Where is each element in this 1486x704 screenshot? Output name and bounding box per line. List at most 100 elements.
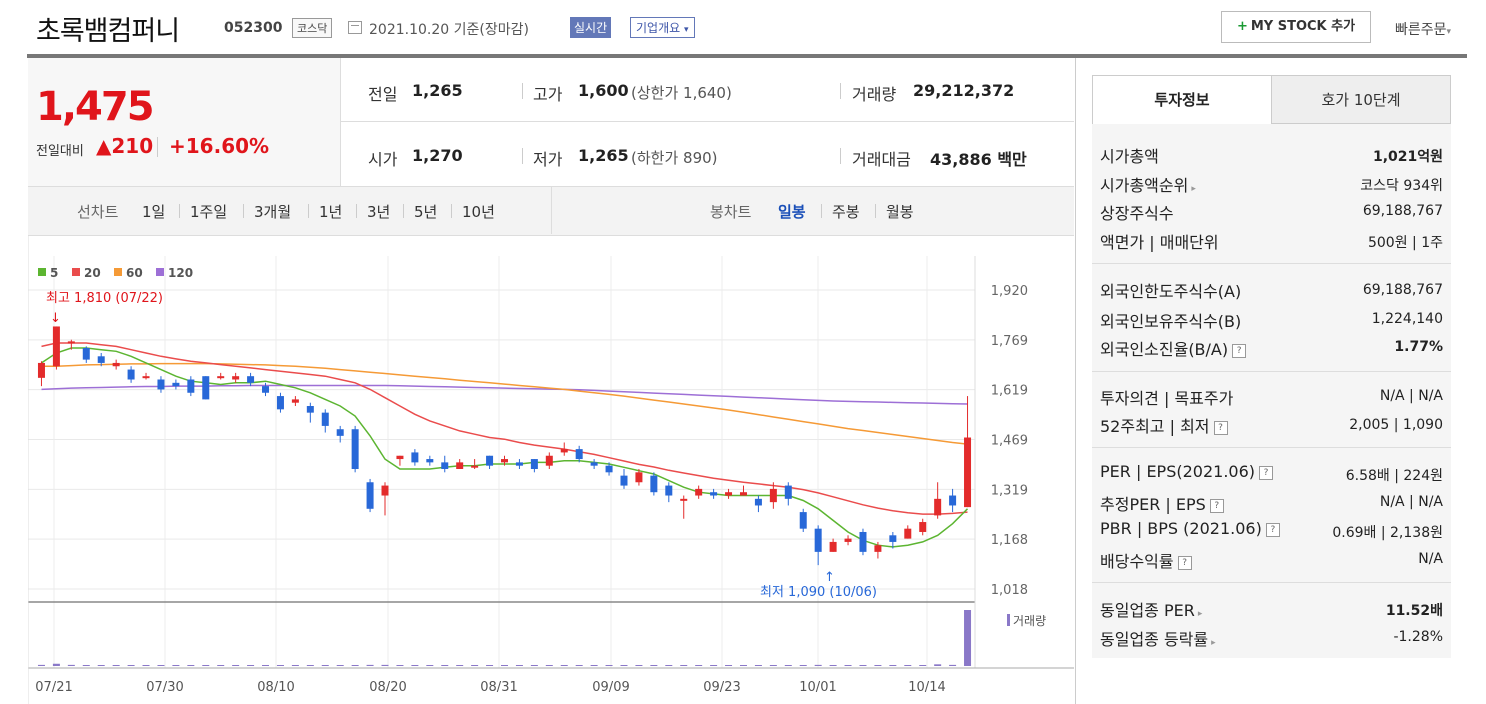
market-cap-label: 시가총액 xyxy=(1100,147,1159,166)
candle-body xyxy=(291,399,299,403)
52w-value: 2,005 | 1,090 xyxy=(1349,417,1443,433)
legend-swatch xyxy=(72,268,80,276)
help-icon[interactable]: ? xyxy=(1259,465,1273,480)
market-cap-value: 1,021억원 xyxy=(1372,149,1443,165)
period-1y[interactable]: 1년 xyxy=(319,203,343,221)
tab-orderbook[interactable]: 호가 10단계 xyxy=(1271,75,1451,124)
volume-bar xyxy=(665,665,673,666)
candle-body xyxy=(710,492,718,496)
candle-body xyxy=(680,498,688,501)
divider xyxy=(356,204,357,218)
candle-body xyxy=(784,485,792,499)
par-value-value: 500원 | 1주 xyxy=(1367,235,1443,251)
diff-label: 전일대비 xyxy=(36,144,84,159)
candle-daily[interactable]: 일봉 xyxy=(778,203,806,221)
par-value-label: 액면가 | 매매단위 xyxy=(1100,233,1219,252)
candle-body xyxy=(545,455,553,466)
x-tick-label: 07/30 xyxy=(146,680,183,695)
low-annotation: 최저 1,090 (10/06) xyxy=(760,585,877,600)
market-cap-rank-label[interactable]: 시가총액순위 ▸ xyxy=(1100,172,1196,196)
sector-change-label[interactable]: 동일업종 등락률 ▸ xyxy=(1100,626,1216,650)
quick-order-button[interactable]: 빠른주문▾ xyxy=(1395,19,1451,39)
volume-bar xyxy=(172,665,180,666)
divider xyxy=(243,204,244,218)
listed-shares-value: 69,188,767 xyxy=(1362,203,1443,219)
dividend-label: 배당수익률? xyxy=(1100,548,1192,572)
candle-body xyxy=(754,498,762,506)
sector-per-value: 11.52배 xyxy=(1385,603,1443,619)
candle-body xyxy=(904,528,912,539)
period-1d[interactable]: 1일 xyxy=(142,203,166,221)
candle-body xyxy=(67,341,75,344)
period-3m[interactable]: 3개월 xyxy=(254,203,292,221)
help-icon[interactable]: ? xyxy=(1209,498,1224,513)
volume-bar xyxy=(232,665,240,666)
volume-bar xyxy=(560,665,568,666)
dividend-value: N/A xyxy=(1418,551,1443,567)
help-icon[interactable]: ? xyxy=(1265,522,1280,537)
open-label: 시가 xyxy=(368,150,398,169)
tab-investment-info[interactable]: 투자정보 xyxy=(1092,75,1272,124)
sector-per-label[interactable]: 동일업종 PER ▸ xyxy=(1100,597,1202,621)
ma5-line xyxy=(41,347,969,548)
low-value: 1,265 xyxy=(578,146,629,165)
period-3y[interactable]: 3년 xyxy=(367,203,391,221)
candle-body xyxy=(575,449,583,460)
candle-body xyxy=(501,459,508,463)
volume-bar xyxy=(351,665,359,666)
volume-bars: 거래량 xyxy=(37,610,1046,666)
divider xyxy=(451,204,452,218)
candle-body xyxy=(37,362,45,378)
realtime-button[interactable]: 실시간 xyxy=(570,17,612,38)
volume-bar xyxy=(486,665,494,666)
candle-body xyxy=(172,382,180,387)
y-tick-label: 1,619 xyxy=(991,384,1028,399)
y-tick-label: 1,319 xyxy=(991,483,1028,498)
diff-percent: +16.60% xyxy=(169,134,270,158)
amount-value: 43,886 백만 xyxy=(930,150,1027,169)
candle-body xyxy=(725,492,733,496)
amount-label: 거래대금 xyxy=(852,150,911,169)
period-1w[interactable]: 1주일 xyxy=(190,203,228,221)
candle-body xyxy=(605,465,613,473)
help-icon[interactable]: ? xyxy=(1213,420,1228,435)
y-tick-label: 1,018 xyxy=(991,583,1028,598)
period-5y[interactable]: 5년 xyxy=(414,203,438,221)
volume-bar xyxy=(426,665,434,666)
candle-weekly[interactable]: 주봉 xyxy=(832,203,860,221)
period-10y[interactable]: 10년 xyxy=(462,203,495,221)
price-summary xyxy=(28,58,341,186)
help-icon[interactable]: ? xyxy=(1177,555,1192,570)
sector-per-text: 동일업종 PER xyxy=(1100,601,1195,620)
divider xyxy=(157,137,158,157)
volume-bar xyxy=(37,664,45,666)
volume-bar xyxy=(321,665,329,666)
company-info-dropdown[interactable]: 기업개요 ▾ xyxy=(630,17,695,38)
divider xyxy=(821,204,822,218)
price-chart[interactable]: 5 20 60 120 1,9201,7691,6191,4691,3191,1681… xyxy=(28,236,1074,704)
candle-body xyxy=(276,396,284,410)
upper-limit: (상한가 1,640) xyxy=(631,84,732,102)
divider xyxy=(522,148,523,164)
y-tick-label: 1,920 xyxy=(991,284,1028,299)
volume-bar xyxy=(814,664,822,666)
52w-label: 52주최고 | 최저? xyxy=(1100,413,1228,437)
volume-value: 29,212,372 xyxy=(913,81,1015,100)
help-icon[interactable]: ? xyxy=(1232,343,1247,358)
foreign-limit-value: 69,188,767 xyxy=(1362,282,1443,298)
volume-bar xyxy=(82,665,90,666)
legend-swatch xyxy=(114,268,122,276)
add-mystock-button[interactable]: + MY STOCK 추가 xyxy=(1221,11,1371,43)
prev-close-label: 전일 xyxy=(368,85,398,104)
candle-body xyxy=(456,462,464,470)
candle-body xyxy=(262,386,270,393)
volume-bar xyxy=(67,664,75,666)
volume-bar xyxy=(545,665,553,666)
candle-body xyxy=(411,452,419,463)
candle-monthly[interactable]: 월봉 xyxy=(886,203,914,221)
company-name: 초록뱀컴퍼니 xyxy=(36,16,180,47)
candle-body xyxy=(142,376,150,379)
volume-bar xyxy=(97,665,105,666)
reference-date: 2021.10.20 기준(장마감) xyxy=(369,22,529,38)
volume-bar xyxy=(515,665,523,666)
